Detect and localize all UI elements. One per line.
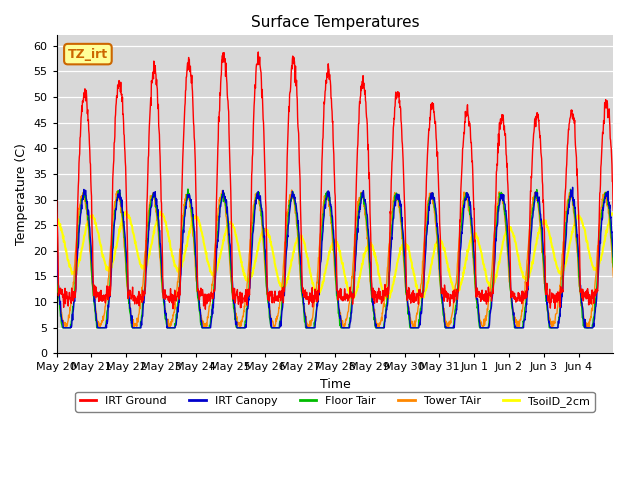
X-axis label: Time: Time bbox=[319, 378, 351, 391]
Legend: IRT Ground, IRT Canopy, Floor Tair, Tower TAir, TsoilD_2cm: IRT Ground, IRT Canopy, Floor Tair, Towe… bbox=[76, 392, 595, 411]
Y-axis label: Temperature (C): Temperature (C) bbox=[15, 144, 28, 245]
Text: TZ_irt: TZ_irt bbox=[68, 48, 108, 60]
Title: Surface Temperatures: Surface Temperatures bbox=[251, 15, 419, 30]
